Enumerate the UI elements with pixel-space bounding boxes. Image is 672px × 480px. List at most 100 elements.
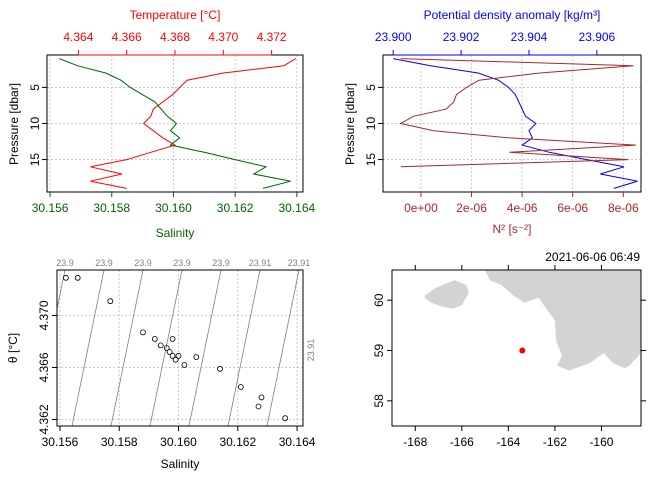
panel-station-map: -168 -166 -164 -162 -160 58 59 60 2021-06-06 06…: [372, 250, 646, 449]
bottom-tick-label: 30.162: [217, 201, 254, 215]
isopycnal-label: 23.9: [56, 258, 74, 268]
y-tick-label: 4.362: [37, 404, 51, 434]
p4-land: [424, 270, 641, 371]
bottom-tick-label: 30.164: [278, 201, 315, 215]
ts-point: [107, 298, 114, 305]
bottom-tick-label: 8e-06: [608, 201, 639, 215]
y-tick-label: 60: [372, 293, 386, 307]
x-tick-label: 30.160: [160, 435, 197, 449]
isopycnal-label: 23.9: [173, 258, 191, 268]
panel-temperature-salinity: 5 10 15 30.156 30.158 30.160 30.162 30.164 4.364…: [7, 8, 316, 240]
top-tick-label: 4.368: [160, 30, 190, 44]
y-tick-label: 15: [28, 153, 42, 167]
isopycnal-label: 23.9: [212, 258, 230, 268]
ts-point: [166, 348, 173, 355]
station-marker: [519, 347, 526, 354]
y-tick-label: 58: [372, 394, 386, 408]
ts-point: [258, 394, 265, 401]
series-line-bottom: [59, 58, 291, 189]
land-island: [424, 280, 469, 309]
isopycnal-label: 23.91: [288, 258, 311, 268]
bottom-tick-label: 6e-06: [557, 201, 588, 215]
ts-point: [282, 415, 289, 422]
isopycnal-line: [149, 270, 183, 426]
p1-bottom-axis-label: Salinity: [156, 226, 195, 240]
ts-point: [163, 345, 170, 351]
p1-top-axis-label: Temperature [°C]: [130, 8, 221, 22]
isopycnal-line: [57, 270, 66, 311]
x-tick-label: -160: [589, 435, 613, 449]
x-tick-label: 30.162: [219, 435, 256, 449]
top-tick-label: 23.902: [443, 30, 480, 44]
ts-point: [172, 356, 179, 363]
y-tick-label: 5: [364, 84, 378, 91]
ts-point: [169, 335, 176, 342]
top-tick-label: 23.904: [511, 30, 548, 44]
ts-point: [151, 335, 158, 342]
series-line-top: [90, 58, 297, 189]
p3-ticks: 30.156 30.158 30.160 30.162 30.164 4.362 4.366…: [37, 300, 316, 449]
bottom-tick-label: 30.156: [32, 201, 69, 215]
ts-point: [181, 361, 188, 368]
ts-point: [175, 352, 182, 359]
bottom-tick-label: 0e+00: [404, 201, 438, 215]
isopycnal-line: [188, 270, 222, 426]
p1-ticks: 5 10 15 30.156 30.158 30.160 30.162 30.164 4.364…: [28, 30, 316, 215]
p3-points: [63, 274, 289, 422]
ts-point: [157, 342, 164, 349]
ts-point: [255, 403, 262, 410]
x-tick-label: -164: [496, 435, 520, 449]
ts-point: [193, 354, 200, 361]
p4-ticks: -168 -166 -164 -162 -160 58 59 60: [372, 265, 646, 449]
p4-frame: [391, 269, 642, 427]
y-tick-label: 4.370: [37, 300, 51, 330]
p1-y-axis-label: Pressure [dbar]: [7, 83, 21, 165]
isopycnal-line: [110, 270, 144, 426]
x-tick-label: 30.164: [279, 435, 316, 449]
bottom-tick-label: 30.160: [155, 201, 192, 215]
p1-grid: [47, 55, 303, 192]
top-tick-label: 4.372: [257, 30, 287, 44]
y-tick-label: 15: [364, 153, 378, 167]
p3-frame: [56, 269, 304, 427]
top-tick-label: 4.366: [112, 30, 142, 44]
ts-point: [140, 329, 146, 336]
p1-lines: [59, 58, 297, 189]
p2-bottom-axis-label: N² [s⁻²]: [493, 222, 532, 236]
p4-timestamp: 2021-06-06 06:49: [545, 250, 640, 264]
y-tick-label: 4.366: [37, 352, 51, 382]
series-line-top: [393, 58, 638, 189]
isopycnal-label-right: 23.91: [306, 339, 316, 362]
p3-x-axis-label: Salinity: [161, 457, 200, 471]
p2-top-axis-label: Potential density anomaly [kg/m³]: [424, 8, 601, 22]
p3-y-axis-label: θ [°C]: [6, 333, 20, 363]
ts-point: [237, 384, 244, 390]
panel-density-n2: 5 10 15 0e+00 2e-06 4e-06 6e-06 8e-06 23.900 23.9…: [343, 8, 642, 236]
x-tick-label: -168: [403, 435, 427, 449]
y-tick-label: 59: [372, 344, 386, 358]
top-tick-label: 4.370: [208, 30, 238, 44]
x-tick-label: -166: [450, 435, 474, 449]
p3-isopycnals: [57, 270, 300, 426]
panel-ts-diagram: 30.156 30.158 30.160 30.162 30.164 4.362 4.366…: [6, 258, 316, 471]
x-tick-label: 30.158: [101, 435, 138, 449]
top-tick-label: 4.364: [63, 30, 93, 44]
ts-point: [63, 274, 69, 281]
ts-point: [217, 365, 223, 372]
bottom-tick-label: 2e-06: [456, 201, 487, 215]
land-mainland: [485, 270, 641, 371]
isopycnal-label: 23.9: [134, 258, 152, 268]
isopycnal-line: [227, 270, 261, 426]
top-tick-label: 23.906: [579, 30, 616, 44]
isopycnal-line: [266, 270, 300, 426]
p2-grid: [383, 55, 641, 192]
x-tick-label: 30.156: [42, 435, 79, 449]
p2-y-axis-label: Pressure [dbar]: [343, 83, 357, 165]
y-tick-label: 10: [28, 117, 42, 131]
isopycnal-label: 23.9: [95, 258, 113, 268]
y-tick-label: 5: [28, 84, 42, 91]
p3-isopycnal-labels: 23.9 23.9 23.9 23.9 23.9 23.91 23.91 23.91: [56, 258, 316, 361]
bottom-tick-label: 4e-06: [507, 201, 538, 215]
ts-point: [74, 274, 81, 281]
